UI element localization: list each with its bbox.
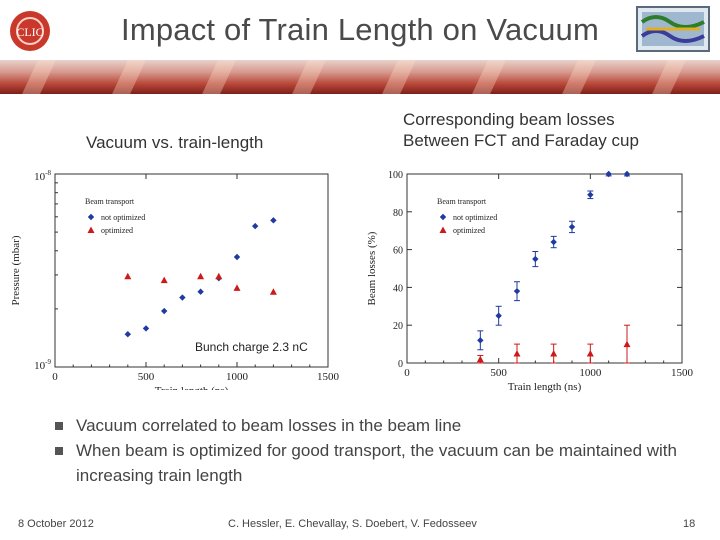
x-tick-label: 500 [490,367,507,379]
clic-logo: CLIC [6,8,54,54]
slide-title: Impact of Train Length on Vacuum [121,12,599,47]
y-tick-label: 10-8 [34,169,51,183]
x-tick-label: 0 [52,371,58,383]
x-tick-label: 500 [138,371,155,383]
data-point-triangle [215,272,223,280]
data-point-triangle [233,284,241,291]
data-point-triangle [197,272,205,280]
data-point-diamond [513,287,521,295]
data-point-diamond [252,222,259,230]
x-tick-label: 1500 [671,367,694,379]
legend-title: Beam transport [85,197,135,206]
subtitle-beam-losses: Corresponding beam losses Between FCT an… [403,109,639,151]
bullet-list: Vacuum correlated to beam losses in the … [50,413,690,488]
legend-entry: optimized [453,226,485,235]
bullet-item: When beam is optimized for good transpor… [50,438,690,488]
data-point-diamond [495,312,502,319]
data-point-triangle [160,276,168,284]
x-axis-label: Train length (ns) [155,385,229,390]
bullet-text: When beam is optimized for good transpor… [76,441,677,485]
data-point-diamond [197,288,204,295]
data-point-triangle [269,288,277,295]
legend-entry: not optimized [453,213,497,222]
beam-losses-chart: 0 500 1000 1500 0 20 40 60 80 100 Train length (ns… [366,170,694,393]
x-tick-label: 1500 [317,371,340,383]
accelerator-logo [636,6,710,52]
data-point-diamond [568,223,576,231]
clic-logo-text: CLIC [16,25,43,39]
data-point-triangle [439,226,447,233]
data-point-diamond [161,307,168,315]
y-tick-label: 0 [398,359,403,370]
data-point-diamond [87,213,95,221]
plot-frame [54,173,329,368]
subtitle-beam-losses-line1: Corresponding beam losses [403,110,615,129]
data-point-triangle [476,355,484,363]
bunch-charge-note: Bunch charge 2.3 nC [193,340,310,354]
footer-date: 8 October 2012 [18,518,94,530]
data-point-diamond [439,213,447,221]
header-banner [0,60,720,94]
data-point-diamond [477,337,484,344]
legend-title: Beam transport [437,197,487,206]
subtitle-vacuum: Vacuum vs. train-length [86,133,264,152]
y-tick-label: 100 [388,170,403,181]
legend-entry: not optimized [101,213,145,222]
data-point-triangle [623,340,631,348]
data-point-diamond [550,238,557,246]
data-point-triangle [550,350,558,357]
x-tick-label: 1000 [579,367,602,379]
x-tick-label: 0 [404,367,410,379]
data-point-diamond [142,325,150,332]
subtitle-beam-losses-line2: Between FCT and Faraday cup [403,131,639,150]
data-point-triangle [87,226,95,233]
bullet-text: Vacuum correlated to beam losses in the … [76,416,462,435]
data-point-diamond [587,191,594,198]
x-axis-label: Train length (ns) [508,381,582,393]
bullet-square-icon [55,447,63,455]
data-point-diamond [532,255,539,263]
data-point-diamond [233,253,241,261]
footer-authors: C. Hessler, E. Chevallay, S. Doebert, V.… [228,518,477,530]
legend-entry: optimized [101,226,133,235]
y-tick-label: 10-9 [34,358,51,372]
data-point-diamond [270,217,277,224]
data-point-diamond [179,294,186,301]
data-point-diamond [623,170,631,178]
page-number: 18 [683,518,696,530]
bullet-item: Vacuum correlated to beam losses in the … [50,413,690,438]
y-tick-label: 80 [393,208,403,219]
data-point-diamond [124,330,131,338]
y-axis-label: Pressure (mbar) [10,235,22,305]
y-tick-label: 60 [393,246,403,257]
x-tick-label: 1000 [226,371,249,383]
data-point-triangle [124,272,132,280]
bullet-square-icon [55,422,63,430]
data-point-triangle [513,350,521,357]
data-point-triangle [586,350,594,357]
pressure-chart: 0 500 1000 1500 10-9 10-8 Train length (ns) Pre… [10,169,340,390]
plot-frame [406,173,683,364]
y-tick-label: 20 [393,321,403,332]
y-tick-label: 40 [393,283,403,294]
y-axis-label: Beam losses (%) [366,231,378,305]
